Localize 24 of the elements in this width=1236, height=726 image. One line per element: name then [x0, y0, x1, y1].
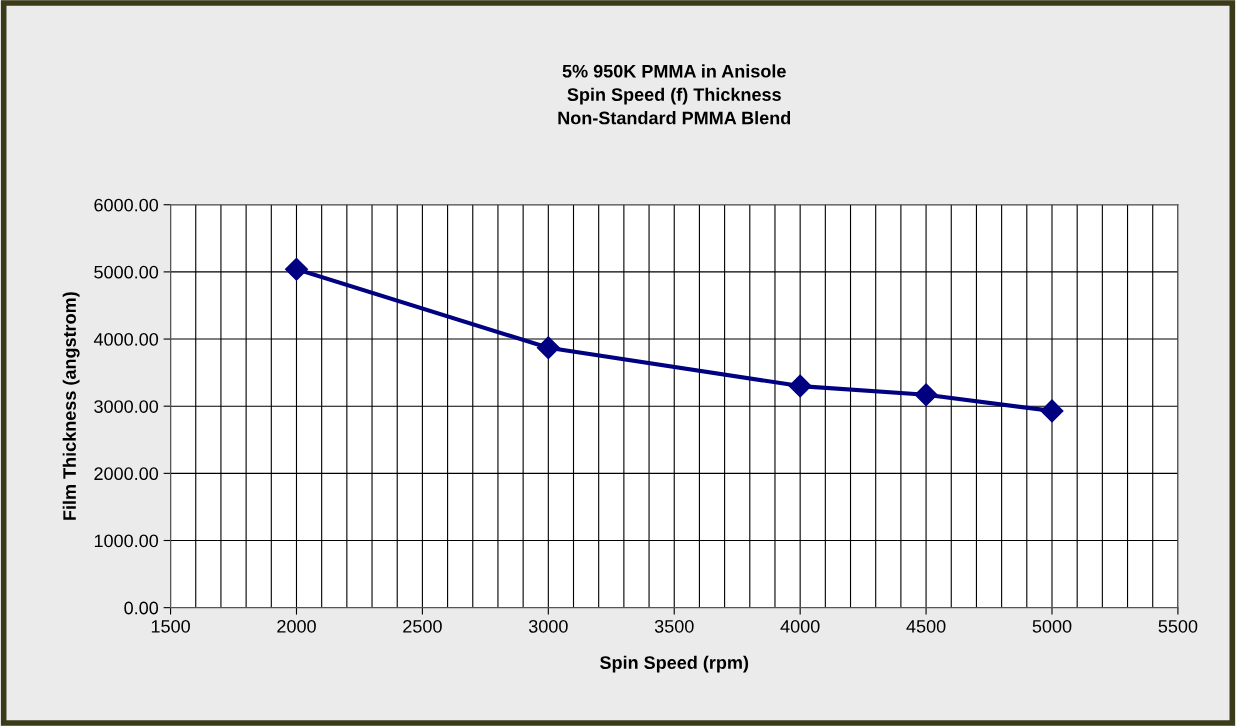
y-tick-label: 0.00	[124, 601, 159, 615]
point	[1040, 399, 1064, 423]
x-tick-label: 3500	[654, 619, 694, 633]
y-tick-label: 1000.00	[94, 534, 159, 548]
y-tick-label: 2000.00	[94, 467, 159, 481]
x-tick-label: 4000	[780, 619, 820, 633]
x-tick-label: 1500	[151, 619, 190, 633]
point	[536, 336, 560, 360]
point	[284, 257, 308, 281]
x-axis-title: Spin Speed (rpm)	[600, 655, 749, 673]
x-tick-label: 3000	[528, 619, 568, 633]
y-tick-label: 6000.00	[94, 198, 159, 212]
point	[788, 374, 812, 398]
point	[914, 383, 938, 407]
chart-title: 5% 950K PMMA in Anisole Spin Speed (f) Thickness Non-Standard PMMA Blend	[558, 64, 791, 125]
y-tick-label: 3000.00	[94, 400, 159, 413]
x-tick-label: 2500	[403, 619, 442, 633]
x-tick-label: 5000	[1032, 619, 1072, 633]
x-tick-label: 2000	[277, 619, 316, 633]
x-tick-label: 4500	[906, 619, 946, 633]
y-tick-label: 5000.00	[94, 265, 159, 279]
x-tick-label: 5500	[1158, 619, 1198, 633]
y-axis-title: Film Thickness (angstrom)	[62, 292, 80, 520]
y-tick-label: 4000.00	[93, 332, 159, 346]
